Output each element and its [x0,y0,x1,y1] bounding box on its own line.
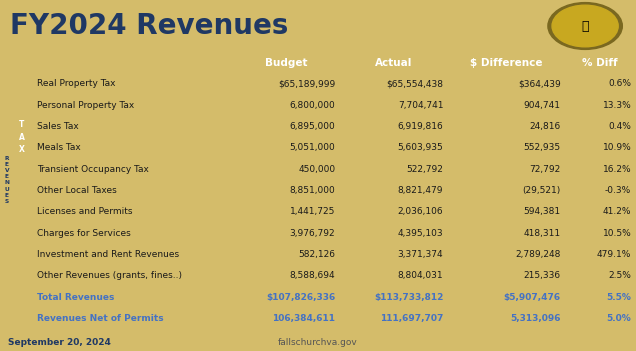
Text: $113,733,812: $113,733,812 [374,292,443,302]
Text: 16.2%: 16.2% [603,165,632,174]
Text: 6,919,816: 6,919,816 [398,122,443,131]
Text: $65,554,438: $65,554,438 [386,79,443,88]
Text: 8,821,479: 8,821,479 [398,186,443,195]
Text: 5,603,935: 5,603,935 [398,144,443,152]
Text: (29,521): (29,521) [523,186,561,195]
Text: 418,311: 418,311 [523,229,561,238]
Text: fallschurchva.gov: fallschurchva.gov [278,338,358,347]
Text: 4,395,103: 4,395,103 [398,229,443,238]
Text: 904,741: 904,741 [524,101,561,110]
Text: 72,792: 72,792 [530,165,561,174]
Text: 582,126: 582,126 [298,250,335,259]
Text: 215,336: 215,336 [523,271,561,280]
Text: R
E
V
E
N
U
E
S: R E V E N U E S [4,155,10,204]
Text: 6,895,000: 6,895,000 [289,122,335,131]
Text: 🏛: 🏛 [581,20,589,33]
Text: 2,789,248: 2,789,248 [515,250,561,259]
Text: 552,935: 552,935 [523,144,561,152]
Text: $364,439: $364,439 [518,79,561,88]
Text: 479.1%: 479.1% [597,250,632,259]
Text: Other Revenues (grants, fines..): Other Revenues (grants, fines..) [37,271,182,280]
Text: 6,800,000: 6,800,000 [289,101,335,110]
Text: 8,588,694: 8,588,694 [289,271,335,280]
Text: Other Local Taxes: Other Local Taxes [37,186,117,195]
Text: 8,851,000: 8,851,000 [289,186,335,195]
Text: 2.5%: 2.5% [609,271,632,280]
Text: % Diff: % Diff [582,58,618,68]
Text: $107,826,336: $107,826,336 [266,292,335,302]
Text: $ Difference: $ Difference [471,58,543,68]
Text: 5,051,000: 5,051,000 [289,144,335,152]
Text: 0.6%: 0.6% [608,79,632,88]
Text: Licenses and Permits: Licenses and Permits [37,207,133,216]
Text: Revenues Net of Permits: Revenues Net of Permits [37,314,163,323]
Text: Total Revenues: Total Revenues [37,292,114,302]
Text: 594,381: 594,381 [523,207,561,216]
Text: 450,000: 450,000 [298,165,335,174]
Text: 5.0%: 5.0% [607,314,632,323]
Text: T
A
X: T A X [18,120,24,154]
Text: -0.3%: -0.3% [605,186,632,195]
Text: 10.5%: 10.5% [602,229,632,238]
Text: 10.9%: 10.9% [602,144,632,152]
Text: 106,384,611: 106,384,611 [272,314,335,323]
Circle shape [548,2,622,49]
Text: Transient Occupancy Tax: Transient Occupancy Tax [37,165,149,174]
Text: Budget: Budget [265,58,307,68]
Text: 7,704,741: 7,704,741 [398,101,443,110]
Text: 13.3%: 13.3% [602,101,632,110]
Text: 24,816: 24,816 [530,122,561,131]
Text: Personal Property Tax: Personal Property Tax [37,101,134,110]
Text: Investment and Rent Revenues: Investment and Rent Revenues [37,250,179,259]
Text: 522,792: 522,792 [406,165,443,174]
Text: Meals Tax: Meals Tax [37,144,81,152]
Text: September 20, 2024: September 20, 2024 [8,338,111,347]
Text: Actual: Actual [375,58,412,68]
Text: 0.4%: 0.4% [609,122,632,131]
Text: Sales Tax: Sales Tax [37,122,79,131]
Text: 111,697,707: 111,697,707 [380,314,443,323]
Text: 2,036,106: 2,036,106 [398,207,443,216]
Text: 5,313,096: 5,313,096 [510,314,561,323]
Circle shape [552,5,618,47]
Text: Charges for Services: Charges for Services [37,229,131,238]
Text: 3,976,792: 3,976,792 [289,229,335,238]
Text: 3,371,374: 3,371,374 [398,250,443,259]
Text: 1,441,725: 1,441,725 [290,207,335,216]
Text: 5.5%: 5.5% [606,292,632,302]
Text: $5,907,476: $5,907,476 [504,292,561,302]
Text: 8,804,031: 8,804,031 [398,271,443,280]
Text: Real Property Tax: Real Property Tax [37,79,116,88]
Text: FY2024 Revenues: FY2024 Revenues [10,12,288,40]
Text: 41.2%: 41.2% [603,207,632,216]
Text: $65,189,999: $65,189,999 [278,79,335,88]
